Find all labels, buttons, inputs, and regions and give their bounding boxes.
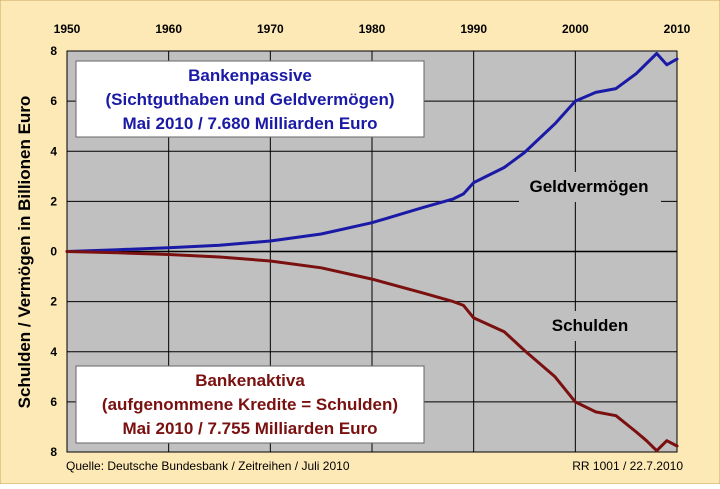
y-tick-label: 8 — [50, 445, 57, 459]
label-upper: Geldvermögen — [529, 177, 648, 196]
x-tick-layer: 1950 1960 1970 1980 1990 2000 2010 — [54, 22, 691, 36]
bottom-annotation-box: Bankenaktiva (aufgenommene Kredite = Sch… — [75, 365, 425, 444]
y-tick-label: 6 — [50, 94, 57, 108]
x-tick-label: 1990 — [460, 22, 487, 36]
x-tick-label: 1950 — [54, 22, 81, 36]
series-layer — [65, 52, 679, 453]
y-tick-label: 2 — [50, 295, 57, 309]
label-lower-background — [540, 311, 640, 341]
y-tick-label: 6 — [50, 395, 57, 409]
footer-source: Quelle: Deutsche Bundesbank / Zeitreihen… — [66, 459, 350, 473]
top-annotation-line-2: (Sichtguthaben und Geldvermögen) — [105, 90, 394, 109]
y-tick-label: 2 — [50, 194, 57, 208]
top-annotation-frame — [75, 60, 425, 138]
series-line-geldvermögen — [65, 52, 679, 253]
top-annotation-line-3: Mai 2010 / 7.680 Milliarden Euro — [122, 114, 377, 133]
y-tick-label: 0 — [50, 245, 57, 259]
y-axis-label: Schulden / Vermögen in Billionen Euro — [15, 96, 34, 409]
bottom-annotation-frame — [75, 365, 425, 444]
x-tick-label: 2000 — [562, 22, 589, 36]
bottom-annotation-line-1: Bankenaktiva — [195, 371, 305, 390]
bottom-annotation-line-2: (aufgenommene Kredite = Schulden) — [102, 395, 398, 414]
x-tick-label: 1970 — [257, 22, 284, 36]
x-tick-label: 1960 — [155, 22, 182, 36]
top-annotation-line-1: Bankenpassive — [188, 66, 312, 85]
y-tick-label: 4 — [50, 144, 57, 158]
x-tick-label: 1980 — [359, 22, 386, 36]
top-annotation-box: Bankenpassive (Sichtguthaben und Geldver… — [75, 60, 425, 138]
y-tick-label: 4 — [50, 345, 57, 359]
y-tick-layer: 8 6 4 2 0 2 4 6 8 — [50, 44, 57, 459]
footer-reference: RR 1001 / 22.7.2010 — [572, 459, 683, 473]
bottom-annotation-line-3: Mai 2010 / 7.755 Milliarden Euro — [122, 419, 377, 438]
x-tick-label: 2010 — [664, 22, 691, 36]
y-tick-label: 8 — [50, 44, 57, 58]
label-lower: Schulden — [552, 316, 629, 335]
series-line-schulden — [65, 250, 679, 453]
label-upper-background — [519, 172, 661, 202]
